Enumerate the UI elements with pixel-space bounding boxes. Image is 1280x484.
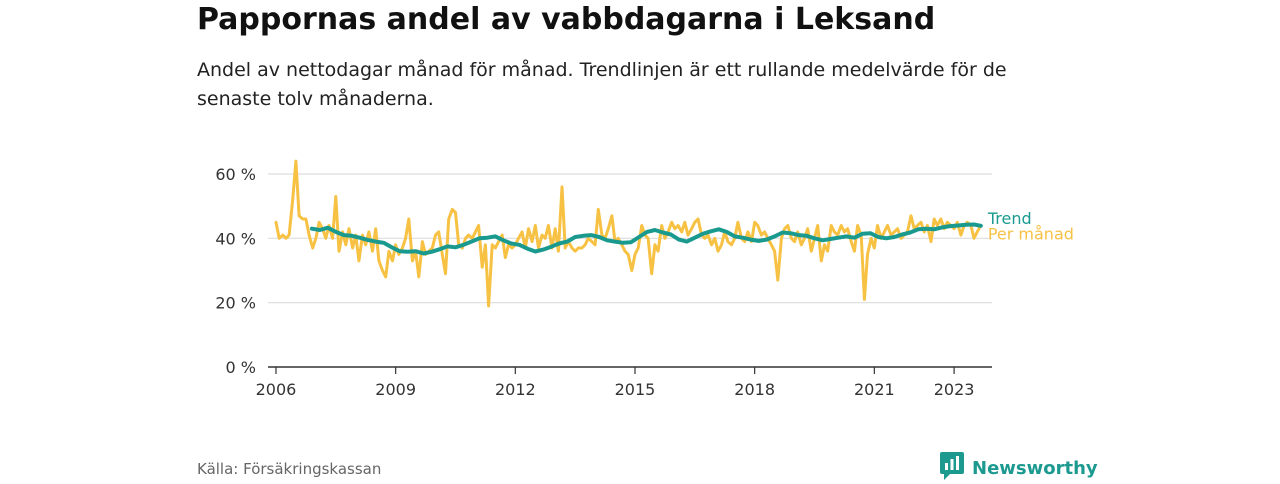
y-tick-label: 0 %	[226, 358, 256, 377]
series-label-trend: Trend	[987, 209, 1032, 228]
series-line-per-manad	[274, 159, 983, 308]
y-tick-label: 20 %	[215, 294, 256, 313]
x-tick-label: 2023	[934, 380, 975, 399]
x-axis: 2006 2009 2012 2015 2018 2021 2023	[256, 366, 992, 399]
x-tick-label: 2012	[495, 380, 536, 399]
newsworthy-chart-icon	[940, 452, 964, 484]
series-label-per-manad: Per månad	[988, 224, 1074, 243]
y-tick-label: 40 %	[215, 229, 256, 248]
source-note: Källa: Försäkringskassan	[197, 460, 382, 478]
y-tick-label: 60 %	[215, 165, 256, 184]
grid-lines: 0 % 20 % 40 % 60 %	[215, 165, 992, 377]
chart-title: Pappornas andel av vabbdagarna i Leksand	[197, 2, 936, 37]
series-line-trend	[309, 222, 983, 256]
x-tick-label: 2015	[615, 380, 656, 399]
x-tick-label: 2009	[375, 380, 416, 399]
chart-subtitle: Andel av nettodagar månad för månad. Tre…	[197, 59, 1007, 110]
x-tick-label: 2018	[734, 380, 775, 399]
brand-name: Newsworthy	[972, 457, 1098, 479]
series-lines	[274, 159, 983, 308]
x-tick-label: 2021	[854, 380, 895, 399]
x-tick-label: 2006	[256, 380, 297, 399]
brand-logo[interactable]: Newsworthy	[940, 452, 1098, 484]
